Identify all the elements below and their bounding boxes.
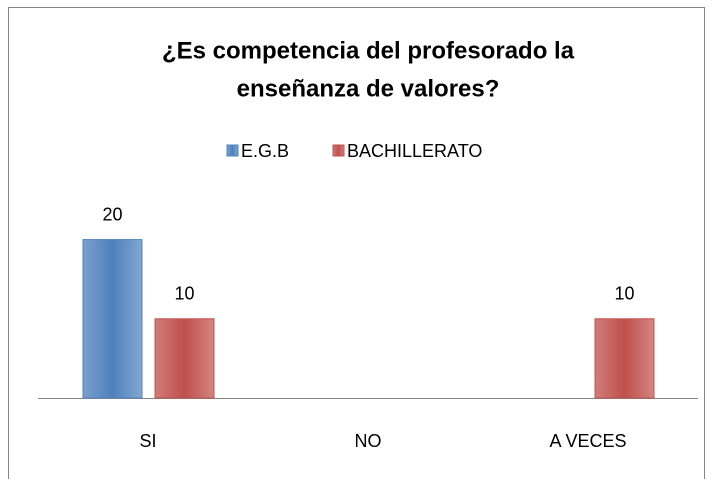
legend-swatch <box>332 144 345 157</box>
legend-label: BACHILLERATO <box>347 141 482 161</box>
chart-title: enseñanza de valores? <box>237 75 500 102</box>
data-label: 20 <box>102 204 122 224</box>
data-label: 10 <box>174 284 194 304</box>
legend-label: E.G.B <box>241 141 289 161</box>
bar <box>594 318 655 399</box>
legend-swatch <box>226 144 239 157</box>
data-label: 10 <box>614 284 634 304</box>
bar <box>154 318 215 399</box>
chart-title: ¿Es competencia del profesorado la <box>162 37 575 64</box>
x-tick-label: A VECES <box>549 431 626 451</box>
x-tick-label: NO <box>355 431 382 451</box>
x-tick-label: SI <box>139 431 156 451</box>
bar <box>82 239 143 399</box>
